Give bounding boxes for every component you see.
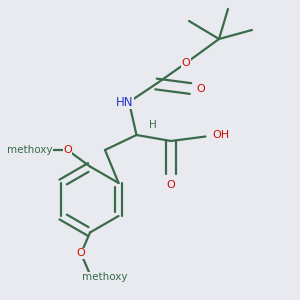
Text: HN: HN (116, 95, 133, 109)
Text: OH: OH (212, 130, 229, 140)
Text: O: O (167, 179, 176, 190)
Text: O: O (182, 58, 190, 68)
Text: methoxy: methoxy (82, 272, 128, 283)
Text: H: H (149, 119, 157, 130)
Text: O: O (76, 248, 85, 259)
Text: O: O (63, 145, 72, 155)
Text: O: O (196, 83, 206, 94)
Text: methoxy: methoxy (7, 145, 53, 155)
